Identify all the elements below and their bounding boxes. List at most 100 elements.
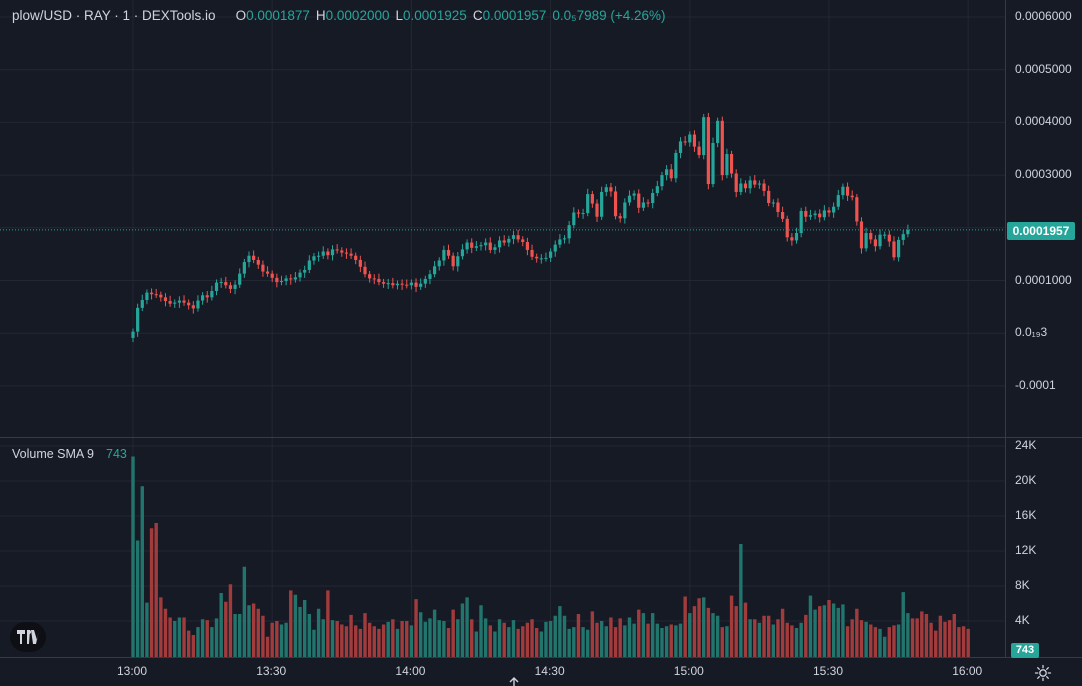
- volume-bar: [521, 626, 525, 657]
- symbol-title[interactable]: plow/USD · RAY · 1 · DEXTools.io: [12, 8, 216, 23]
- volume-bar: [256, 608, 260, 657]
- candle-body: [131, 331, 135, 338]
- time-axis-label: 14:30: [534, 664, 565, 678]
- candle-body: [632, 193, 636, 196]
- candlesticks: [131, 112, 910, 343]
- volume-bar: [910, 618, 915, 657]
- volume-bar: [233, 614, 237, 657]
- candle-body: [391, 283, 395, 286]
- candle-body: [734, 173, 738, 192]
- price-axis-label: 0.0004000: [1015, 114, 1072, 129]
- chevron-up-icon[interactable]: [507, 676, 521, 686]
- volume-bar: [516, 628, 520, 657]
- candle-body: [265, 271, 270, 274]
- volume-bar: [720, 627, 724, 657]
- volume-bar: [326, 590, 330, 657]
- time-axis-label: 14:00: [395, 664, 426, 678]
- volume-bar: [275, 621, 279, 657]
- gear-icon[interactable]: [1034, 664, 1052, 682]
- candle-body: [799, 210, 803, 234]
- candle-body: [145, 292, 149, 300]
- volume-bar: [734, 606, 738, 657]
- candle-body: [600, 191, 604, 217]
- candle-body: [794, 233, 799, 241]
- candle-body: [692, 134, 697, 147]
- candle-body: [516, 235, 520, 240]
- volume-bar: [191, 635, 196, 657]
- volume-bar: [135, 540, 140, 657]
- volume-bar: [205, 620, 209, 657]
- volume-bar: [678, 623, 683, 657]
- volume-bar: [841, 604, 845, 657]
- volume-bar: [372, 626, 376, 657]
- volume-bar: [238, 614, 242, 657]
- candle-body: [242, 262, 246, 274]
- candle-body: [470, 242, 474, 248]
- candle-body: [400, 283, 404, 285]
- time-axis-label: 13:00: [117, 664, 148, 678]
- volume-bar: [595, 622, 599, 657]
- volume-bar: [154, 523, 158, 657]
- candle-body: [729, 154, 734, 174]
- candle-body: [247, 255, 251, 263]
- low-label: L: [395, 8, 403, 23]
- volume-bar: [548, 621, 553, 657]
- candle-body: [307, 260, 311, 270]
- volume-bar: [604, 626, 608, 657]
- candle-body: [767, 190, 771, 204]
- volume-bar: [539, 631, 544, 657]
- candle-body: [530, 249, 534, 257]
- candle-body: [521, 239, 525, 243]
- candle-body: [233, 284, 237, 289]
- volume-bar: [804, 614, 808, 657]
- volume-bar: [878, 628, 882, 657]
- candle-body: [716, 120, 720, 143]
- volume-bar: [414, 599, 418, 657]
- candle-body: [725, 154, 729, 176]
- candle-body: [326, 251, 330, 256]
- candle-body: [595, 203, 599, 217]
- volume-bar: [859, 620, 864, 657]
- tradingview-logo-icon[interactable]: [10, 622, 46, 652]
- volume-bar: [706, 607, 711, 657]
- volume-legend[interactable]: Volume SMA 9 743: [12, 447, 127, 461]
- candle-body: [433, 266, 437, 275]
- candle-body: [349, 253, 353, 256]
- candle-body: [827, 210, 831, 213]
- candle-body: [284, 278, 288, 282]
- candle-body: [623, 202, 627, 219]
- change-value: 0.0₅7989 (+4.26%): [552, 8, 666, 23]
- volume-bar: [344, 626, 349, 657]
- candle-body: [442, 249, 446, 261]
- volume-bar: [497, 619, 502, 657]
- candle-body: [665, 169, 669, 176]
- volume-bar: [641, 613, 646, 657]
- candle-body: [771, 202, 775, 204]
- volume-bar: [836, 607, 840, 657]
- volume-bar: [367, 622, 372, 657]
- candle-body: [549, 251, 553, 258]
- volume-bar: [650, 613, 655, 657]
- candle-body: [535, 256, 539, 259]
- candle-body: [428, 274, 432, 279]
- volume-bar: [655, 623, 660, 657]
- candle-body: [154, 294, 158, 296]
- volume-axis-label: 12K: [1015, 543, 1037, 557]
- volume-bar: [715, 615, 720, 657]
- low-value: 0.0001925: [403, 8, 467, 23]
- candle-body: [368, 274, 372, 279]
- volume-bar: [177, 617, 182, 657]
- candle-body: [270, 273, 274, 278]
- candle-body: [609, 187, 613, 192]
- candle-body: [358, 259, 362, 267]
- volume-axis-label: 16K: [1015, 508, 1037, 522]
- candle-body: [182, 300, 186, 303]
- volume-bar: [377, 628, 381, 657]
- candle-body: [507, 238, 511, 243]
- volume-bar: [785, 622, 789, 657]
- volume-bar: [456, 619, 460, 657]
- volume-indicator-value: 743: [106, 447, 127, 461]
- candle-body: [488, 242, 492, 250]
- volume-bar: [228, 584, 233, 657]
